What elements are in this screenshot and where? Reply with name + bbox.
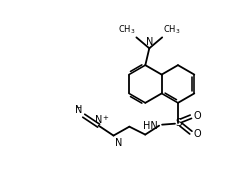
Text: N: N (75, 105, 83, 115)
Text: −: − (75, 105, 81, 111)
Text: S: S (176, 118, 182, 128)
Text: HN: HN (143, 121, 158, 131)
Text: CH$_3$: CH$_3$ (163, 24, 181, 36)
Text: N: N (95, 115, 102, 125)
Text: O: O (194, 129, 201, 139)
Text: CH$_3$: CH$_3$ (118, 24, 135, 36)
Text: N: N (115, 138, 123, 148)
Text: +: + (103, 115, 109, 121)
Text: O: O (194, 111, 201, 121)
Text: N: N (146, 37, 153, 47)
